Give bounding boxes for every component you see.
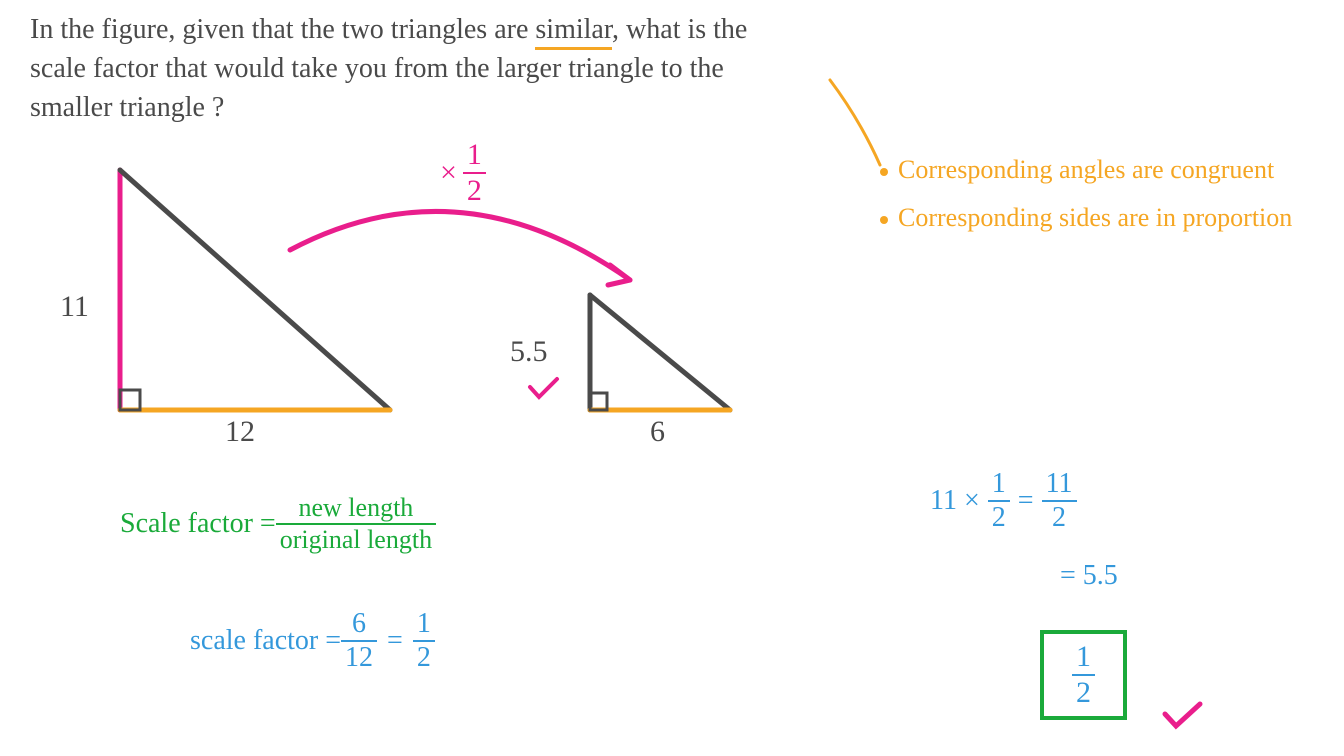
small-base-label: 6 (650, 415, 665, 449)
bullet-icon (880, 216, 888, 224)
check-rd: 2 (1048, 502, 1070, 532)
check-calc: 11 × 1 2 = 11 2 (930, 470, 1077, 532)
arc-label: × 1 2 (440, 140, 486, 206)
check-eq: = (1018, 485, 1034, 517)
sf-calc: scale factor = 6 12 = 1 2 (190, 610, 435, 672)
check-rn: 11 (1042, 470, 1077, 500)
arc-den: 2 (463, 174, 486, 206)
calc-label: scale factor = (190, 625, 341, 657)
similar-notes: Corresponding angles are congruent Corre… (880, 155, 1320, 233)
check-icon (525, 375, 565, 405)
bullet-icon (880, 168, 888, 176)
large-vertical-label: 11 (60, 290, 89, 324)
check-icon (1160, 700, 1210, 735)
calc-res-den: 2 (413, 642, 435, 672)
check-line2: = 5.5 (1060, 560, 1118, 592)
sf-num: new length (294, 495, 417, 523)
check-a: 11 × (930, 485, 980, 517)
check-fn: 1 (988, 470, 1010, 500)
ans-num: 1 (1072, 642, 1095, 674)
small-vertical-label: 5.5 (510, 335, 548, 369)
ans-den: 2 (1072, 676, 1095, 708)
sf-formula: Scale factor = new length original lengt… (120, 495, 436, 553)
note2: Corresponding sides are in proportion (898, 203, 1292, 232)
arc-prefix: × (440, 156, 457, 190)
arc-num: 1 (463, 140, 486, 172)
note1: Corresponding angles are congruent (898, 155, 1274, 184)
calc-num: 6 (348, 610, 370, 640)
sf-label: Scale factor = (120, 508, 276, 540)
check-fd: 2 (988, 502, 1010, 532)
calc-res-num: 1 (413, 610, 435, 640)
answer-box: 1 2 (1040, 630, 1127, 720)
large-base-label: 12 (225, 415, 255, 449)
calc-eq: = (387, 625, 403, 657)
sf-den: original length (276, 525, 436, 553)
calc-den: 12 (341, 642, 377, 672)
